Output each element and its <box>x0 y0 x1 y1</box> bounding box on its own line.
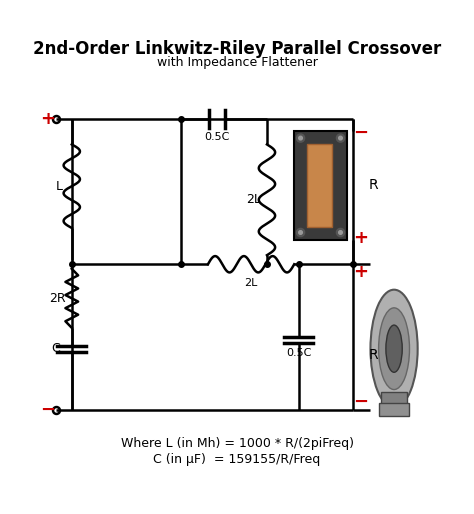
Circle shape <box>296 134 305 142</box>
Circle shape <box>299 231 302 234</box>
Bar <box>294 131 347 240</box>
Circle shape <box>296 228 305 236</box>
Text: −: − <box>353 393 368 411</box>
Text: 2R: 2R <box>49 292 65 305</box>
Circle shape <box>337 228 345 236</box>
Text: 0.5C: 0.5C <box>204 132 230 142</box>
Bar <box>379 403 410 416</box>
Text: 2L: 2L <box>245 278 258 288</box>
Text: R: R <box>368 178 378 192</box>
Circle shape <box>339 136 342 140</box>
Text: −: − <box>40 400 55 418</box>
Text: 2L: 2L <box>246 193 261 206</box>
Bar <box>307 143 332 227</box>
Ellipse shape <box>371 290 418 408</box>
Text: with Impedance Flattener: with Impedance Flattener <box>156 57 318 69</box>
Circle shape <box>299 136 302 140</box>
Text: 2nd-Order Linkwitz-Riley Parallel Crossover: 2nd-Order Linkwitz-Riley Parallel Crosso… <box>33 40 441 58</box>
Circle shape <box>337 134 345 142</box>
Text: L: L <box>55 180 63 193</box>
Ellipse shape <box>379 308 410 390</box>
Circle shape <box>339 231 342 234</box>
Text: 0.5C: 0.5C <box>286 348 311 358</box>
Text: +: + <box>40 110 55 128</box>
Text: Where L (in Mh) = 1000 * R/(2piFreq): Where L (in Mh) = 1000 * R/(2piFreq) <box>120 437 354 450</box>
Text: C: C <box>51 342 60 355</box>
Text: +: + <box>353 263 368 281</box>
Text: −: − <box>353 124 368 142</box>
Bar <box>382 392 407 415</box>
Text: R: R <box>368 348 378 362</box>
Text: C (in μF)  = 159155/R/Freq: C (in μF) = 159155/R/Freq <box>154 453 320 466</box>
Text: +: + <box>353 229 368 247</box>
Ellipse shape <box>386 325 402 372</box>
